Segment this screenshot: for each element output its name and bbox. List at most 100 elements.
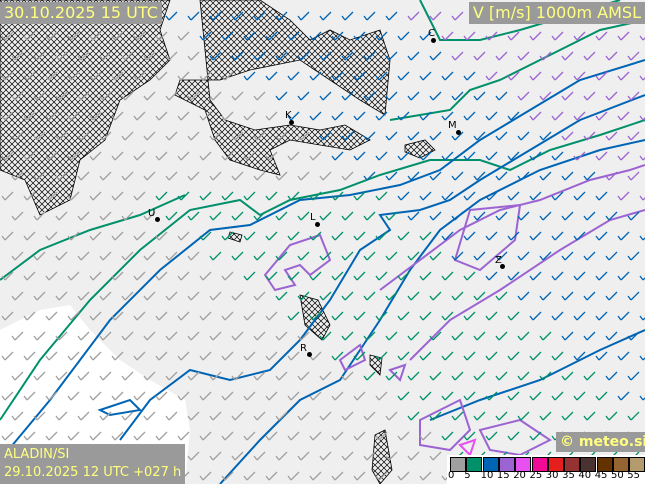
wind-barb [309,391,322,401]
wind-barb [385,331,398,341]
wind-barb [177,111,190,121]
wind-barb [473,51,486,61]
wind-barb [67,71,80,81]
wind-barb [429,451,442,461]
wind-barb [297,451,310,461]
wind-barb [375,271,388,281]
wind-barb [121,171,134,181]
wind-barb [595,71,608,81]
wind-barb [55,91,68,101]
wind-barb [595,351,608,361]
wind-barb [155,231,168,241]
wind-barb [331,471,344,481]
wind-barb [617,271,630,281]
wind-barb [529,271,542,281]
wind-barb [529,431,542,441]
wind-barb [133,391,146,401]
wind-barb [243,271,256,281]
wind-barb [221,471,234,481]
wind-barb [529,151,542,161]
wind-barb [231,451,244,461]
wind-barb [451,251,464,261]
wind-barb [573,271,586,281]
wind-barb [639,315,645,321]
wind-barb [177,71,190,81]
wind-barb [199,471,212,481]
wind-barb [331,231,344,241]
wind-barb [639,115,645,121]
wind-barb [429,411,442,421]
wind-barb [407,51,420,61]
wind-barb [331,391,344,401]
wind-barb [429,91,442,101]
wind-barb [639,75,645,81]
wind-barb [517,131,530,141]
wind-barb [551,311,564,321]
wind-barb [265,311,278,321]
wind-barb [617,191,630,201]
wind-barb [407,291,420,301]
wind-barb [353,391,366,401]
isotach-10 [429,329,645,421]
legend-swatch [580,457,597,472]
wind-barb [45,311,58,321]
wind-barb [287,151,300,161]
wind-barb [605,171,618,181]
wind-barb [495,131,508,141]
wind-barb [231,171,244,181]
isotach-5 [0,119,645,421]
wind-barb [375,471,388,481]
wind-barb [529,311,542,321]
wind-barb [375,71,388,81]
wind-barb [627,51,640,61]
wind-barb [331,71,344,81]
wind-barb [209,91,222,101]
wind-barb [583,91,596,101]
wind-barb [165,51,178,61]
wind-barb [331,351,344,361]
wind-barb [331,431,344,441]
wind-barb [485,111,498,121]
wind-barb [11,91,24,101]
wind-barb [77,411,90,421]
wind-barb [451,51,464,61]
wind-barb [187,11,200,21]
wind-barb [485,431,498,441]
wind-barb [187,171,200,181]
wind-barb [111,231,124,241]
wind-barb [287,431,300,441]
wind-barb [561,51,574,61]
wind-barb [407,331,420,341]
legend-label: 45 [594,470,608,481]
wind-barb [561,131,574,141]
wind-barb [187,411,200,421]
wind-barb [143,251,156,261]
wind-barb [23,271,36,281]
wind-barb [605,411,618,421]
wind-barb [539,51,552,61]
wind-barb [627,91,640,101]
wind-barb [143,211,156,221]
wind-barb [297,291,310,301]
wind-barb [187,331,200,341]
legend-label: 35 [562,470,575,481]
wind-barb [319,411,332,421]
wind-barb [473,251,486,261]
wind-barb [605,131,618,141]
wind-barb [495,51,508,61]
wind-barb [297,51,310,61]
wind-barb [529,191,542,201]
wind-barb [539,371,552,381]
wind-barb [463,231,476,241]
wind-barb [275,291,288,301]
wind-barb [605,211,618,221]
copyright-label[interactable]: © meteo.si [556,432,645,452]
wind-barb [143,291,156,301]
wind-barb [551,71,564,81]
wind-barb [265,71,278,81]
wind-barb [429,211,442,221]
wind-barb [517,51,530,61]
wind-barb [375,31,388,41]
wind-barb [243,231,256,241]
